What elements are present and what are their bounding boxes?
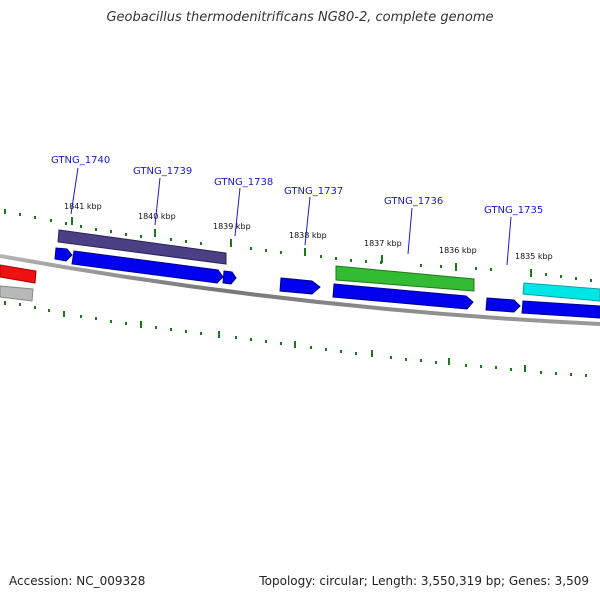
gene-feature[interactable] [0, 264, 37, 284]
gene-label[interactable]: GTNG_1737 [284, 186, 343, 197]
tick-label: 1836 kbp [439, 246, 477, 255]
genome-backbone [0, 254, 600, 326]
gene-track[interactable] [0, 229, 600, 302]
gene-feature[interactable] [57, 229, 227, 265]
genome-summary: Topology: circular; Length: 3,550,319 bp… [259, 574, 589, 588]
cds-arrow[interactable] [485, 297, 521, 313]
cds-arrow[interactable] [71, 250, 224, 284]
gene-label[interactable]: GTNG_1739 [133, 166, 192, 177]
tick-label: 1841 kbp [64, 202, 102, 211]
gene-label[interactable]: GTNG_1740 [51, 155, 110, 166]
gene-label[interactable]: GTNG_1736 [384, 196, 443, 207]
tick-labels: 1841 kbp 1840 kbp 1839 kbp 1838 kbp 1837… [64, 202, 553, 261]
tick-label: 1837 kbp [364, 239, 402, 248]
tick-label: 1835 kbp [515, 252, 553, 261]
gene-labels: GTNG_1740 GTNG_1739 GTNG_1738 GTNG_1737 … [51, 155, 543, 216]
gene-label[interactable]: GTNG_1735 [484, 205, 543, 216]
gene-feature[interactable] [0, 285, 34, 302]
gene-feature[interactable] [335, 265, 475, 292]
major-ticks [71, 217, 532, 277]
gene-label[interactable]: GTNG_1738 [214, 177, 273, 188]
cds-arrow[interactable] [279, 277, 321, 295]
outer-tick-ring [4, 209, 592, 282]
cds-track[interactable] [54, 247, 600, 319]
genome-title: Geobacillus thermodenitrificans NG80-2, … [106, 10, 494, 25]
cds-arrow[interactable] [54, 247, 73, 262]
tick-label: 1839 kbp [213, 222, 251, 231]
tick-label: 1840 kbp [138, 212, 176, 221]
cds-arrow[interactable] [521, 300, 600, 319]
gene-label-leaders [70, 167, 512, 266]
accession-label: Accession: NC_009328 [9, 574, 146, 588]
inner-tick-ring [4, 301, 587, 377]
gene-feature[interactable] [522, 282, 600, 302]
tick-label: 1838 kbp [289, 231, 327, 240]
cds-arrow[interactable] [332, 283, 474, 310]
cds-arrow[interactable] [222, 270, 237, 285]
